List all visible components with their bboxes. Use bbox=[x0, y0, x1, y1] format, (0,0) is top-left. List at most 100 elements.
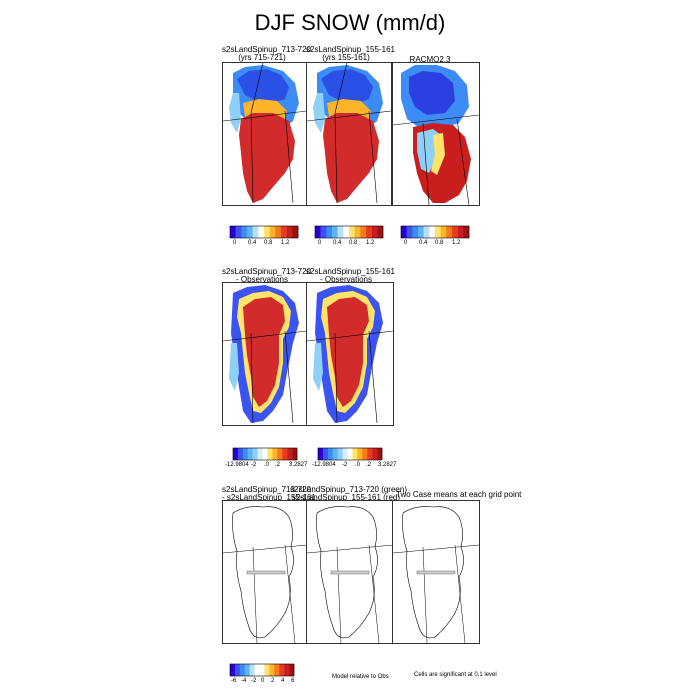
tick-label: 1.2 bbox=[281, 240, 290, 246]
panel-title-line1: Two Case means at each grid point bbox=[396, 490, 522, 499]
panel-title-line1: s2sLandSpinup_713-720 (green) bbox=[290, 485, 407, 494]
colorbar-swatch bbox=[281, 226, 287, 238]
tick-label: -2 bbox=[251, 678, 257, 684]
tick-label: 0 bbox=[261, 678, 265, 684]
tick-label: 0 bbox=[233, 240, 237, 246]
colorbar-swatch bbox=[406, 226, 413, 238]
tick-label: 0.8 bbox=[349, 240, 358, 246]
panel-title-line2: s2sLandSpinup_155-161 (red) bbox=[291, 493, 401, 502]
colorbar-swatch bbox=[239, 664, 245, 676]
colorbar-swatch bbox=[230, 226, 236, 238]
tick-label: .0 bbox=[355, 462, 361, 468]
colorbar-border bbox=[229, 225, 299, 239]
colorbar-ticks-r2-p1: -12.9804 -2 .0 .2 3.2827 bbox=[225, 462, 308, 470]
tick-label: 1.2 bbox=[452, 240, 461, 246]
greenland-snow-map bbox=[393, 63, 479, 205]
tick-label: 0 bbox=[404, 240, 408, 246]
tick-label: .0 bbox=[264, 462, 270, 468]
colorbar-border bbox=[229, 663, 295, 677]
map-panel-r1-p1 bbox=[222, 62, 308, 206]
colorbar-swatch bbox=[366, 226, 372, 238]
colorbar-swatch bbox=[292, 448, 298, 460]
colorbar-r2-p1 bbox=[231, 447, 299, 461]
tick-label: 6 bbox=[291, 678, 295, 684]
colorbar-r2-p2 bbox=[316, 447, 384, 461]
colorbar-swatch bbox=[457, 226, 464, 238]
colorbar-swatch bbox=[352, 448, 358, 460]
colorbar-swatches bbox=[314, 225, 384, 239]
colorbar-ticks-r2-p2: -12.9804 -2 .0 .2 3.2827 bbox=[308, 462, 396, 470]
panel-title-r2-p1: s2sLandSpinup_713-720 - Observations bbox=[222, 267, 311, 284]
colorbar-border bbox=[232, 447, 298, 461]
note-significance: Cells are significant at 0.1 level bbox=[414, 672, 497, 678]
colorbar-swatch bbox=[269, 226, 276, 238]
panel-title-line2: - Observations bbox=[235, 275, 289, 284]
colorbar-swatch bbox=[259, 664, 265, 676]
panel-title-line1: s2sLandSpinup_155-161 bbox=[306, 267, 395, 276]
colorbar-swatch bbox=[463, 226, 470, 238]
map-panel-r3-p1 bbox=[222, 500, 308, 644]
colorbar-swatch bbox=[267, 448, 273, 460]
colorbar-swatch bbox=[367, 448, 373, 460]
panel-title-line2: (yrs 155-161) bbox=[322, 53, 370, 62]
colorbar-swatch bbox=[286, 226, 293, 238]
colorbar-swatch bbox=[435, 226, 441, 238]
tick-label: -4 bbox=[241, 678, 247, 684]
colorbar-border bbox=[317, 447, 383, 461]
colorbar-swatch bbox=[327, 448, 333, 460]
colorbar-swatch bbox=[272, 448, 278, 460]
greenland-outline-map bbox=[223, 506, 307, 643]
colorbar-swatch bbox=[258, 226, 265, 238]
colorbar-swatch bbox=[349, 226, 355, 238]
panel-title-line2: (yrs 715-721) bbox=[238, 53, 286, 62]
map-panel-r1-p3 bbox=[392, 62, 480, 206]
tick-label: -6 bbox=[231, 678, 237, 684]
map-panel-r3-p2 bbox=[306, 500, 394, 644]
colorbar-swatch bbox=[230, 664, 236, 676]
colorbar-swatch bbox=[275, 226, 282, 238]
colorbar-border bbox=[400, 225, 470, 239]
colorbar-swatch bbox=[446, 226, 453, 238]
panel-title-r3-p1: s2sLandSpinup_713-720 - s2sLandSpinup_15… bbox=[222, 486, 316, 502]
colorbar-swatch bbox=[234, 664, 241, 676]
colorbar-swatch bbox=[279, 664, 285, 676]
colorbar-swatch bbox=[274, 664, 280, 676]
tick-label: -2 bbox=[251, 462, 257, 468]
colorbar-ticks-r1-p2: 0 0.4 0.8 1.2 bbox=[313, 240, 385, 248]
colorbar-swatch bbox=[412, 226, 419, 238]
map-panel-r3-p3 bbox=[392, 500, 480, 644]
tick-label: -2 bbox=[342, 462, 348, 468]
colorbar-swatch bbox=[401, 226, 407, 238]
colorbar-swatch bbox=[252, 448, 258, 460]
colorbar-swatch bbox=[371, 226, 378, 238]
tick-label: 3.2827 bbox=[289, 462, 308, 468]
colorbar-swatch bbox=[423, 226, 430, 238]
colorbar-swatch bbox=[237, 448, 244, 460]
tick-label: -12.9804 bbox=[312, 462, 336, 468]
colorbar-swatches bbox=[400, 225, 470, 239]
colorbar-swatch bbox=[452, 226, 458, 238]
colorbar-r3 bbox=[228, 663, 296, 677]
colorbar-swatch bbox=[269, 664, 275, 676]
greenland-snow-map bbox=[307, 63, 391, 205]
colorbar-swatch bbox=[284, 664, 290, 676]
colorbar-swatch bbox=[242, 448, 248, 460]
colorbar-swatch bbox=[357, 448, 363, 460]
colorbar-r1-p3 bbox=[399, 225, 471, 250]
panel-title-line2: - s2sLandSpinup_155-161 bbox=[222, 493, 316, 502]
colorbar-swatch bbox=[277, 448, 283, 460]
colorbar-swatch bbox=[247, 448, 253, 460]
colorbar-swatch bbox=[233, 448, 239, 460]
tick-label: .2 bbox=[275, 462, 281, 468]
panel-title-line1: s2sLandSpinup_713-720 bbox=[222, 267, 311, 276]
panel-title-line1: s2sLandSpinup_713-720 bbox=[222, 45, 311, 54]
map-panel-r1-p2 bbox=[306, 62, 392, 206]
colorbar-swatches bbox=[229, 663, 295, 677]
colorbar-swatch bbox=[262, 448, 268, 460]
colorbar-swatch bbox=[247, 226, 253, 238]
colorbar-swatches bbox=[232, 447, 298, 461]
colorbar-swatch bbox=[282, 448, 288, 460]
colorbar-swatch bbox=[241, 226, 248, 238]
tick-label: .2 bbox=[366, 462, 372, 468]
colorbar-swatch bbox=[360, 226, 367, 238]
